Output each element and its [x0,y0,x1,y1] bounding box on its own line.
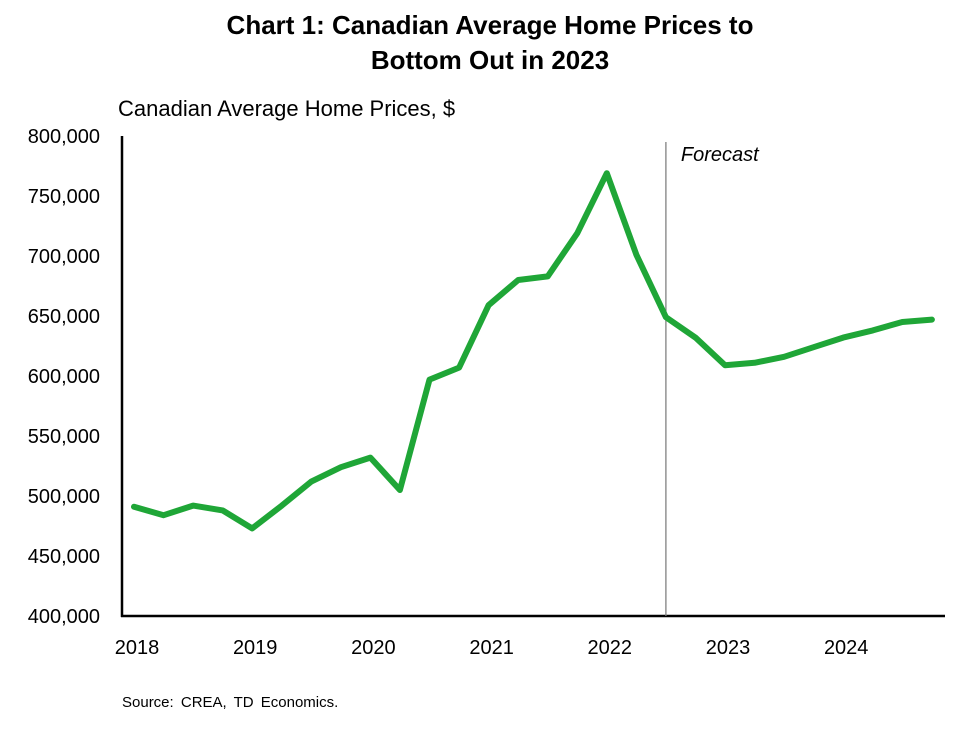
y-tick-label: 700,000 [28,246,100,268]
y-tick-label: 450,000 [28,546,100,568]
series-line [131,170,935,532]
source-note: Source: CREA, TD Economics. [122,694,339,711]
forecast-label: Forecast [681,144,760,166]
x-tick-label: 2021 [469,637,514,659]
x-tick-label: 2018 [115,637,160,659]
chart-title: Chart 1: Canadian Average Home Prices to… [0,8,980,78]
y-tick-label: 800,000 [28,126,100,148]
x-tick-label: 2019 [233,637,278,659]
x-tick-label: 2023 [706,637,751,659]
y-tick-label: 600,000 [28,366,100,388]
y-tick-label: 750,000 [28,186,100,208]
y-tick-label: 550,000 [28,426,100,448]
y-tick-label: 400,000 [28,606,100,628]
chart-title-line-2: Bottom Out in 2023 [370,45,610,75]
chart-title-line-1: Chart 1: Canadian Average Home Prices to [226,10,754,40]
x-tick-label: 2024 [824,637,869,659]
y-tick-label: 650,000 [28,306,100,328]
chart-subtitle: Canadian Average Home Prices, $ [118,96,456,121]
y-tick-label: 500,000 [28,486,100,508]
x-tick-label: 2022 [588,637,633,659]
x-tick-label: 2020 [351,637,396,659]
